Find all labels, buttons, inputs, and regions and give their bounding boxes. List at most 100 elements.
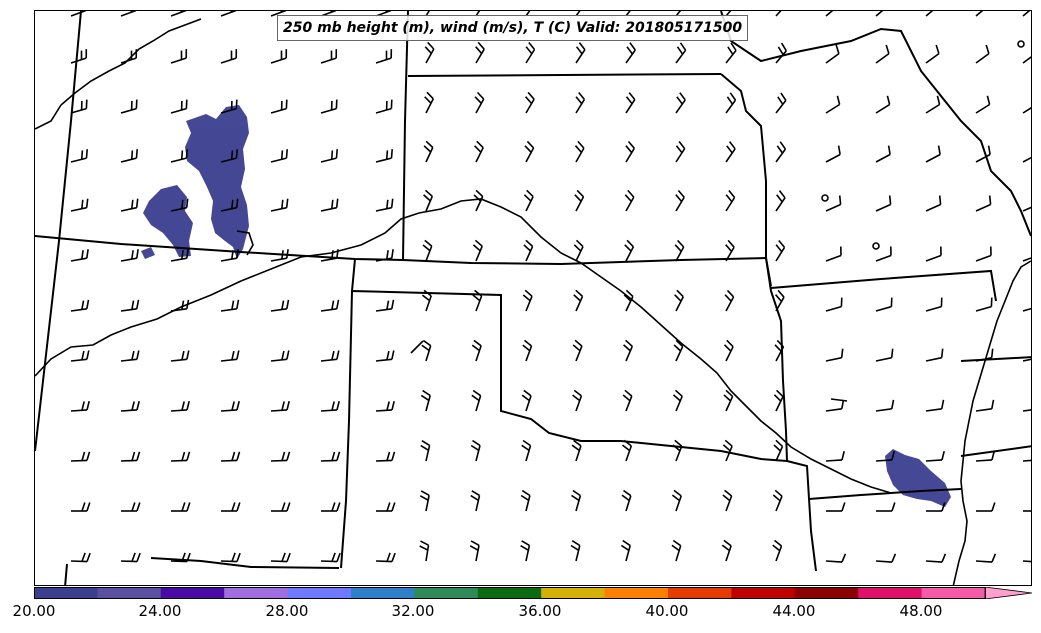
colorbar-segment (160, 587, 225, 599)
wind-barb-shaft (825, 560, 843, 563)
wind-barb-flag (473, 339, 482, 347)
wind-barb-flag (622, 394, 631, 402)
wind-barb-shaft (775, 296, 785, 312)
wind-barb-flag (885, 44, 890, 54)
wind-barb-flag (231, 502, 236, 512)
wind-barb-shaft (525, 345, 533, 362)
wind-barb-shaft (725, 545, 732, 562)
wind-barb-shaft (120, 157, 137, 163)
wind-barb-shaft (120, 107, 137, 114)
wind-barb-flag (990, 348, 994, 358)
wind-barb-flag (726, 145, 733, 154)
wind-barb-flag (841, 451, 845, 461)
wind-barb-flag (621, 494, 630, 502)
wind-barb-flag (476, 91, 485, 100)
wind-barb-shaft (70, 107, 87, 114)
wind-barb-shaft (975, 356, 992, 362)
wind-barb-flag (936, 95, 941, 105)
wind-barb-shaft (120, 57, 137, 64)
wind-barb-flag (86, 451, 91, 461)
wind-barb-flag (331, 451, 336, 461)
wind-barb-shaft (725, 296, 735, 312)
wind-barb-flag (471, 344, 480, 352)
wind-barb-flag (991, 553, 997, 563)
wind-barb-flag (890, 348, 894, 358)
wind-barb-flag (331, 300, 335, 310)
wind-barb-flag (721, 544, 730, 552)
wind-barb-flag (727, 46, 734, 55)
wind-barb-shaft (375, 57, 392, 64)
wind-barb-flag (386, 300, 390, 310)
wind-barb-flag (576, 189, 585, 198)
wind-barb-shaft (775, 545, 783, 562)
wind-barb-flag (86, 552, 91, 562)
wind-barb-flag (835, 44, 840, 54)
wind-barb-flag (674, 389, 683, 397)
wind-barb-flag (471, 394, 480, 402)
wind-barb-flag (985, 44, 990, 54)
wind-barb-flag (727, 239, 735, 248)
state-boundaries (35, 11, 1031, 585)
wind-barb-flag (235, 198, 239, 208)
wind-barb-shaft (120, 308, 137, 312)
colorbar-segment (97, 587, 162, 599)
wind-barb-shaft (475, 196, 484, 212)
wind-barb-flag (773, 444, 782, 452)
wind-barb-shaft (975, 560, 993, 563)
wind-barb-flag (938, 195, 942, 205)
wind-barb-shaft (120, 206, 137, 212)
wind-barb-flag (986, 95, 991, 105)
wind-barb-shaft (675, 11, 682, 17)
colorbar-tick-label: 36.00 (518, 602, 562, 620)
wind-barb-flag (678, 141, 686, 150)
wind-barb-shaft (475, 545, 480, 562)
wind-barb-flag (991, 399, 995, 409)
wind-barb-flag (391, 502, 396, 512)
wind-barb-flag (86, 299, 90, 309)
wind-barb-flag (81, 401, 85, 411)
wind-barb-shaft (525, 295, 533, 312)
wind-barb-flag (776, 339, 785, 348)
wind-barb-shaft (825, 254, 842, 262)
colorbar-segment (351, 587, 415, 599)
wind-barb-flag (723, 394, 732, 402)
wind-barb-flag (421, 440, 431, 447)
wind-barb-flag (391, 451, 396, 461)
wind-barb-flag (286, 451, 291, 461)
wind-barb-flag (286, 249, 289, 259)
wind-barb-flag (525, 239, 534, 247)
wind-barb-flag (186, 401, 190, 411)
wind-barb-flag (471, 490, 480, 497)
wind-barb-shaft (375, 206, 392, 212)
wind-barb-flag (521, 394, 530, 402)
wind-barb-flag (391, 401, 395, 411)
wind-barb-shaft (775, 246, 786, 262)
wind-barb-shaft (575, 196, 585, 212)
wind-barb-shaft (120, 257, 137, 262)
wind-barb-shaft (725, 11, 732, 17)
wind-barb-flag (420, 490, 430, 496)
wind-barb-shaft (675, 246, 685, 262)
wind-barb-flag (528, 41, 536, 51)
wind-barb-flag (185, 149, 188, 159)
wind-barb-shaft (270, 257, 287, 262)
wind-barb-flag (386, 552, 391, 562)
wind-barb-flag (625, 96, 633, 105)
wind-barb-shaft (675, 99, 686, 114)
wind-barb-shaft (270, 560, 288, 563)
wind-barb-flag (285, 198, 289, 208)
wind-barb-shaft (625, 395, 633, 412)
wind-barb-shaft (475, 48, 485, 64)
wind-barb-flag (724, 489, 733, 497)
wind-barb-shaft (220, 409, 238, 412)
wind-barb-flag (131, 350, 135, 361)
wind-barb-shaft (775, 148, 787, 163)
wind-barb-flag (679, 92, 686, 101)
wind-barb-flag (724, 439, 733, 447)
wind-barb-flag (235, 149, 238, 159)
wind-barb-flag (86, 401, 90, 411)
wind-barb-flag (774, 344, 782, 352)
wind-barb-shaft (975, 11, 984, 17)
wind-barb-flag (776, 389, 784, 398)
wind-barb-shaft (925, 305, 942, 312)
